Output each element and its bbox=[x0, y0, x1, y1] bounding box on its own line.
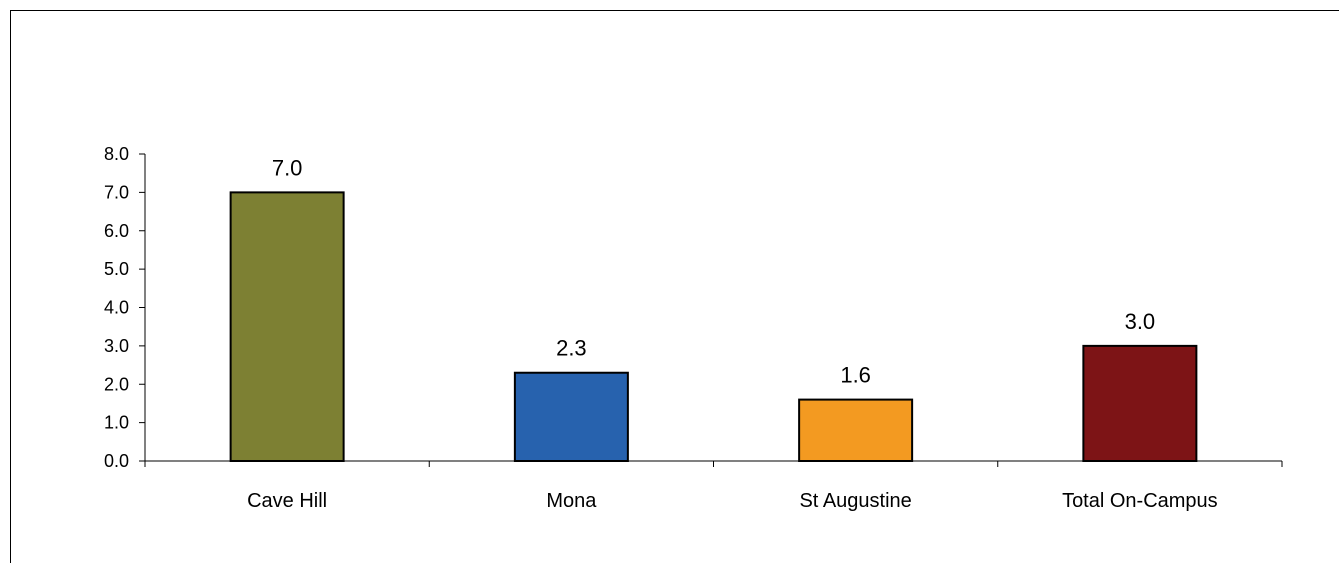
bar-cave-hill bbox=[229, 191, 345, 462]
y-tick-label: 6.0 bbox=[104, 221, 129, 241]
bar-st-augustine bbox=[798, 398, 914, 463]
data-label: 1.6 bbox=[840, 363, 871, 388]
y-tick-label: 1.0 bbox=[104, 413, 129, 433]
bar-mona bbox=[513, 371, 629, 462]
y-tick-label: 4.0 bbox=[104, 298, 129, 318]
y-tick-label: 2.0 bbox=[104, 374, 129, 394]
y-tick-label: 5.0 bbox=[104, 259, 129, 279]
y-tick-label: 8.0 bbox=[104, 144, 129, 164]
x-tick-label: St Augustine bbox=[799, 490, 911, 512]
data-label: 7.0 bbox=[272, 155, 303, 180]
bar-total-on-campus bbox=[1082, 344, 1198, 462]
y-tick-label: 3.0 bbox=[104, 336, 129, 356]
data-label: 3.0 bbox=[1125, 309, 1156, 334]
chart-labels: 7.0 Cave Hill 2.3 Mona 1.6 St Augustine 3.0 Tot… bbox=[247, 155, 1218, 512]
chart-bars bbox=[229, 191, 1198, 463]
x-tick-label: Cave Hill bbox=[247, 490, 327, 512]
y-tick-label: 7.0 bbox=[104, 182, 129, 202]
x-tick-label: Mona bbox=[546, 490, 597, 512]
x-tick-label: Total On-Campus bbox=[1062, 490, 1218, 512]
data-label: 2.3 bbox=[556, 336, 587, 361]
y-tick-label: 0.0 bbox=[104, 451, 129, 471]
